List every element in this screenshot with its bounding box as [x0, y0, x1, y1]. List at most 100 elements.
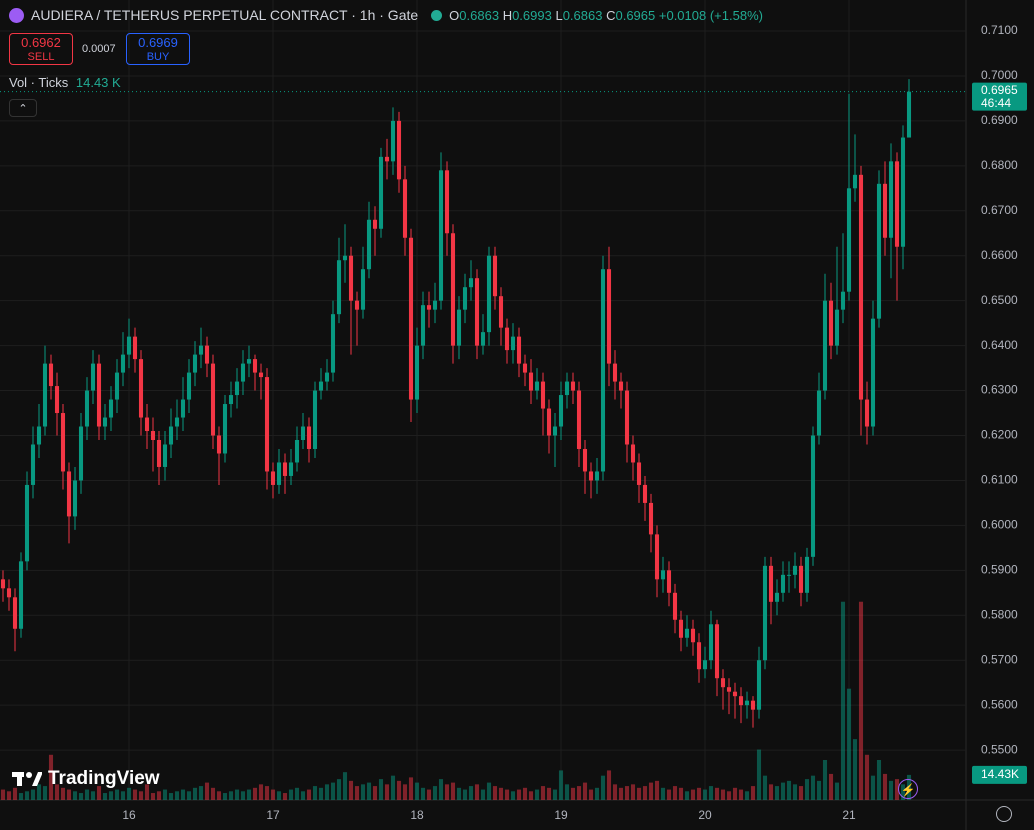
- volume-bar: [876, 760, 882, 800]
- legend-row: AUDIERA / TETHERUS PERPETUAL CONTRACT · …: [9, 7, 763, 23]
- candle-body: [582, 448, 588, 472]
- candle-body: [792, 565, 798, 575]
- volume-bar: [330, 782, 336, 800]
- sell-price: 0.6962: [21, 35, 61, 50]
- volume-bar: [768, 784, 774, 800]
- volume-bar: [756, 749, 762, 800]
- candle-body: [264, 377, 270, 472]
- candle-body: [252, 359, 258, 373]
- volume-bar: [210, 787, 216, 800]
- candle-body: [690, 628, 696, 643]
- sell-label: SELL: [27, 51, 55, 63]
- volume-bar: [150, 793, 156, 800]
- candle-body: [888, 161, 894, 238]
- alert-icon[interactable]: ⚡: [898, 779, 918, 799]
- volume-bar: [516, 789, 522, 800]
- volume-bar: [312, 786, 318, 800]
- volume-bar: [822, 760, 828, 800]
- candle-body: [552, 426, 558, 436]
- volume-bar: [492, 786, 498, 800]
- volume-bar: [348, 780, 354, 800]
- candle-body: [144, 417, 150, 432]
- candle-body: [840, 291, 846, 310]
- volume-bar: [42, 786, 48, 800]
- collapse-button[interactable]: ⌃: [9, 99, 37, 117]
- candle-body: [588, 471, 594, 481]
- settings-button[interactable]: [996, 806, 1012, 822]
- candle-body: [348, 255, 354, 301]
- candle-body: [660, 570, 666, 580]
- candle-body: [192, 354, 198, 373]
- volume-bar: [72, 791, 78, 800]
- candle-body: [372, 219, 378, 229]
- candle-body: [648, 502, 654, 535]
- candle-body: [342, 255, 348, 261]
- y-tick-label: 0.5600: [981, 697, 1018, 711]
- spread: 0.0007: [82, 43, 116, 55]
- volume-bar: [96, 786, 102, 800]
- candle-body: [402, 179, 408, 238]
- candle-body: [18, 561, 24, 629]
- volume-bar: [690, 789, 696, 800]
- volume-bar: [858, 601, 864, 800]
- sell-button[interactable]: 0.6962 SELL: [9, 33, 73, 65]
- volume-legend: Vol · Ticks 14.43 K: [9, 75, 121, 90]
- candle-body: [240, 363, 246, 382]
- y-tick-label: 0.6400: [981, 338, 1018, 352]
- status-dot: [431, 9, 443, 21]
- candle-body: [312, 390, 318, 449]
- volume-title: Vol · Ticks: [9, 75, 69, 90]
- volume-bar: [570, 787, 576, 800]
- volume-bar: [624, 786, 630, 800]
- volume-bar: [762, 775, 768, 800]
- candle-body: [462, 287, 468, 310]
- volume-bar: [504, 789, 510, 800]
- volume-bar: [270, 789, 276, 800]
- volume-bar: [240, 791, 246, 800]
- volume-bar: [60, 787, 66, 800]
- candle-body: [858, 174, 864, 400]
- volume-bar: [678, 787, 684, 800]
- candle-body: [306, 426, 312, 449]
- volume-bar: [798, 786, 804, 800]
- volume-bar: [108, 791, 114, 800]
- volume-bar: [36, 784, 42, 800]
- candle-body: [336, 260, 342, 315]
- candle-body: [798, 565, 804, 593]
- x-tick-label: 16: [122, 808, 136, 822]
- price-tag: [972, 82, 1027, 111]
- volume-bar: [234, 789, 240, 800]
- volume-bar: [534, 789, 540, 800]
- volume-bar: [426, 789, 432, 800]
- candle-body: [36, 426, 42, 445]
- volume-bar: [390, 775, 396, 800]
- candle-body: [162, 444, 168, 467]
- y-tick-label: 0.6000: [981, 518, 1018, 532]
- candle-body: [618, 381, 624, 391]
- candle-body: [876, 183, 882, 319]
- volume-bar: [462, 789, 468, 800]
- candle-body: [90, 363, 96, 391]
- volume-bar: [186, 791, 192, 800]
- volume-bar: [324, 784, 330, 800]
- volume-bar: [864, 754, 870, 800]
- brand-text: TradingView: [48, 768, 160, 789]
- volume-bar: [468, 786, 474, 800]
- candle-body: [318, 381, 324, 391]
- candle-body: [564, 381, 570, 396]
- volume-bar: [480, 789, 486, 800]
- candle-body: [600, 269, 606, 472]
- branding: TradingView: [12, 768, 160, 790]
- volume-bar: [708, 786, 714, 800]
- buy-button[interactable]: 0.6969 BUY: [126, 33, 190, 65]
- candle-body: [576, 390, 582, 449]
- volume-bar: [294, 787, 300, 800]
- candle-body: [360, 269, 366, 310]
- volume-bar: [576, 786, 582, 800]
- candle-body: [720, 678, 726, 688]
- volume-bar: [378, 779, 384, 800]
- ohlc-letter: C: [606, 7, 616, 23]
- volume-bar: [258, 784, 264, 800]
- y-tick-label: 0.7000: [981, 68, 1018, 82]
- volume-bar: [546, 787, 552, 800]
